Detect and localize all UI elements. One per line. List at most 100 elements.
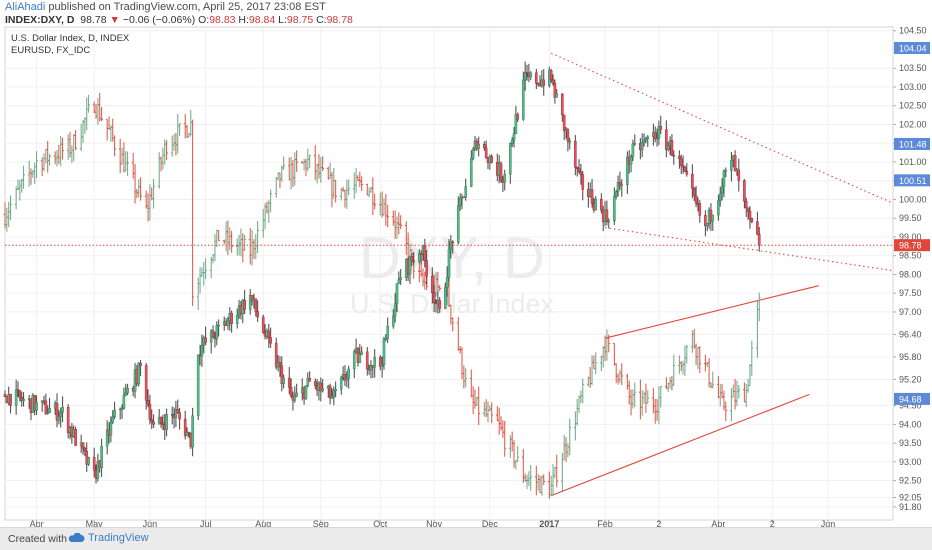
dxy-candle <box>204 326 207 346</box>
dxy-candle <box>512 127 516 148</box>
dxy-candle <box>681 155 685 174</box>
eurusd-bar <box>503 420 507 457</box>
dxy-candle <box>477 136 481 157</box>
dxy-candle <box>631 139 635 161</box>
eurusd-bar <box>321 156 325 172</box>
dxy-candle <box>698 200 702 223</box>
dxy-candle <box>174 400 178 427</box>
dxy-candle <box>313 378 317 390</box>
dxy-candle <box>105 420 109 455</box>
eurusd-bar <box>646 389 650 404</box>
tradingview-link[interactable]: TradingView <box>67 532 149 544</box>
dxy-candle <box>183 410 187 440</box>
dxy-candle <box>248 289 252 315</box>
dxy-candle <box>471 146 475 161</box>
dxy-candle <box>516 112 520 122</box>
dxy-candle <box>380 356 384 378</box>
ohlc-line: INDEX:DXY, D 98.78 ▼ −0.06 (−0.06%) O:98… <box>5 13 353 27</box>
dxy-candle <box>642 133 646 147</box>
dxy-candle <box>724 167 728 178</box>
dxy-candle <box>594 196 598 211</box>
dxy-candle <box>230 310 233 333</box>
dxy-candle <box>555 89 559 98</box>
eurusd-bar <box>9 195 12 221</box>
dxy-candle <box>484 140 488 159</box>
dxy-candle <box>430 267 434 304</box>
dxy-candle <box>691 164 694 199</box>
dxy-candle <box>254 298 258 317</box>
eurusd-bar <box>347 179 351 196</box>
legend-entry: U.S. Dollar Index, D, INDEX <box>11 33 130 44</box>
footer-bar: Created with TradingView <box>0 527 932 550</box>
y-tick-label: 99.00 <box>899 232 922 242</box>
dxy-candle <box>503 169 507 191</box>
dxy-candle <box>549 68 553 83</box>
eurusd-bar <box>399 215 403 230</box>
dxy-candle <box>720 178 724 201</box>
dxy-candle <box>139 359 142 377</box>
dxy-candle <box>343 365 347 387</box>
dxy-candle <box>575 166 579 177</box>
dxy-candle <box>339 375 343 395</box>
eurusd-bar <box>126 151 130 176</box>
eurusd-bar <box>438 284 442 292</box>
dxy-candle <box>81 442 85 455</box>
dxy-candle <box>499 161 503 183</box>
dxy-candle <box>256 300 259 322</box>
x-tick-label: 2 <box>656 519 661 528</box>
eurusd-bar <box>464 368 468 388</box>
dxy-candle <box>347 365 350 389</box>
price-chart[interactable]: DXY, DU.S. Dollar Index 91.8092.0592.509… <box>0 0 932 528</box>
time-axis[interactable]: Apr May Jun Jul Aug Sep Oct Nov Dec 2017 Feb 2 Apr 2 J… <box>30 519 836 528</box>
y-tick-label: 104.50 <box>899 26 927 36</box>
dxy-candle <box>217 319 220 337</box>
dxy-candle <box>399 268 402 285</box>
dxy-candle <box>46 405 50 415</box>
eurusd-bar <box>633 382 637 407</box>
eurusd-bar <box>620 363 624 385</box>
eurusd-bar <box>490 402 494 424</box>
change-value: −0.06 (−0.06%) <box>122 14 196 26</box>
author-link[interactable]: AliAhadi <box>5 1 46 13</box>
dxy-candle <box>397 271 401 284</box>
dxy-candle <box>456 196 460 245</box>
eurusd-bar <box>672 354 676 386</box>
y-tick-label: 101.00 <box>899 157 927 167</box>
dxy-candle <box>438 296 442 314</box>
dxy-candle <box>111 410 115 425</box>
price-marker-box <box>894 239 930 252</box>
dxy-candle <box>16 381 20 397</box>
dxy-candle <box>445 266 449 297</box>
dxy-candle <box>215 321 219 346</box>
eurusd-series <box>3 92 761 499</box>
dxy-candle <box>640 133 644 158</box>
y-tick-label: 94.00 <box>899 419 922 429</box>
y-tick-label: 94.50 <box>899 401 922 411</box>
dxy-candle <box>306 372 310 388</box>
eurusd-bar <box>243 234 247 251</box>
dxy-candle <box>705 223 709 232</box>
eurusd-bar <box>269 189 273 213</box>
y-tick-label: 102.00 <box>899 119 927 129</box>
eurusd-bar <box>581 378 585 404</box>
dxy-candle <box>137 361 141 387</box>
eurusd-bar <box>757 292 761 322</box>
dxy-candle <box>150 409 154 430</box>
dxy-candle <box>633 134 637 146</box>
dxy-candle <box>146 389 150 408</box>
dxy-candle <box>61 396 64 423</box>
dxy-candle <box>391 309 395 329</box>
dxy-candle <box>756 211 759 236</box>
eurusd-bar <box>139 177 143 201</box>
dxy-candle <box>748 206 752 229</box>
dxy-candle <box>607 218 611 229</box>
dxy-candle <box>458 193 462 211</box>
x-tick-label: Apr <box>30 519 44 528</box>
x-tick-label: Dec <box>482 519 499 528</box>
dxy-candle <box>423 238 427 268</box>
eurusd-bar <box>87 94 90 113</box>
y-tick-label: 103.50 <box>899 63 927 73</box>
dxy-candle <box>447 238 451 282</box>
